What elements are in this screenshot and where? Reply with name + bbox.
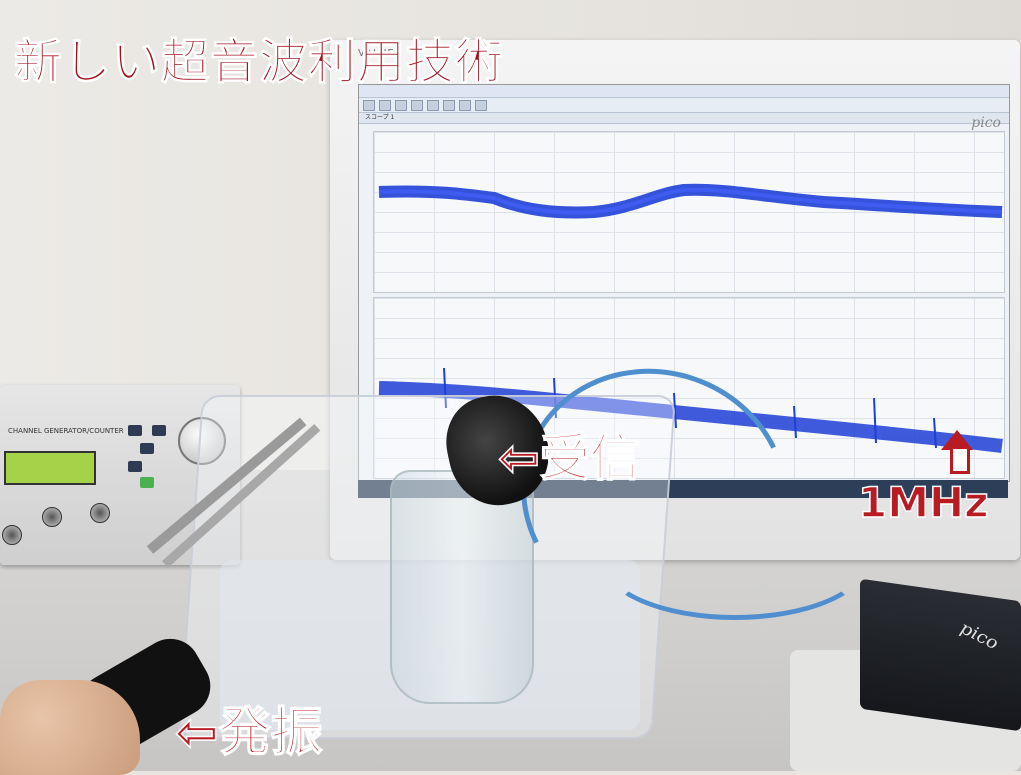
toolbar-button[interactable] <box>379 99 391 111</box>
bnc-connector <box>2 525 22 545</box>
generator-panel-label: CHANNEL GENERATOR/COUNTER <box>8 427 124 435</box>
toolbar-button[interactable] <box>443 99 455 111</box>
menu-bar <box>359 85 1009 98</box>
arrow-up-icon-stem <box>950 449 970 474</box>
scope-toolbar <box>359 98 1009 113</box>
monitor-brand: VALUE <box>358 48 395 59</box>
generator-lcd <box>4 451 96 485</box>
toolbar-button[interactable] <box>363 99 375 111</box>
scope-pane-top <box>373 131 1005 293</box>
toolbar-button[interactable] <box>395 99 407 111</box>
toolbar-button[interactable] <box>459 99 471 111</box>
hand <box>0 680 140 775</box>
generator-button[interactable] <box>128 425 142 436</box>
transmit-label: ⇦発振 <box>174 702 323 764</box>
pico-scope-device: pico <box>860 578 1021 732</box>
toolbar-button[interactable] <box>411 99 423 111</box>
generator-button[interactable] <box>128 461 142 472</box>
glass-jar <box>390 470 534 704</box>
arrow-up-icon <box>941 430 973 450</box>
waveform-bottom <box>378 367 1003 453</box>
scope-tab[interactable]: スコープ 1 <box>359 113 1009 124</box>
frequency-label: 1MHz <box>857 477 989 528</box>
scope-brand-logo: pico <box>971 115 1001 131</box>
toolbar-button[interactable] <box>427 99 439 111</box>
generator-button[interactable] <box>152 425 166 436</box>
sensor-cable <box>600 500 870 620</box>
adjust-knob[interactable] <box>178 417 226 465</box>
receive-label: ⇦受信 <box>497 428 640 488</box>
toolbar-button[interactable] <box>475 99 487 111</box>
page-title: 新しい超音波利用技術 <box>13 34 505 91</box>
waveform-top <box>378 183 1003 219</box>
bnc-connector <box>42 507 62 527</box>
generator-button[interactable] <box>140 477 154 488</box>
generator-button[interactable] <box>140 443 154 454</box>
device-brand-logo: pico <box>957 617 1001 655</box>
bnc-connector <box>90 503 110 523</box>
